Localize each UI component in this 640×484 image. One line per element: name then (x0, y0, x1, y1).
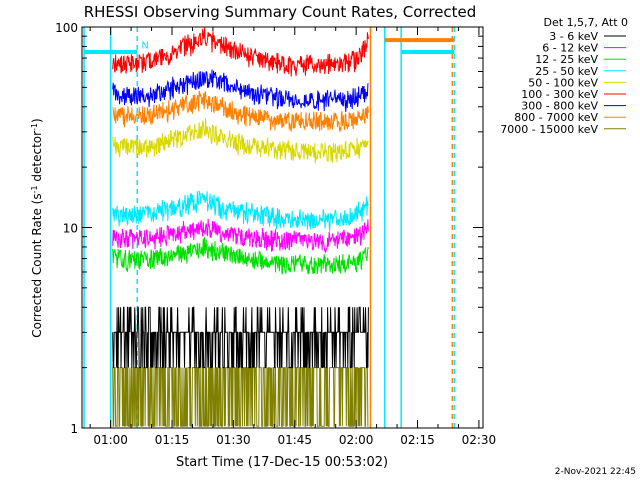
x-tick-label: 02:30 (462, 433, 497, 447)
legend-label: 25 - 50 keV (535, 65, 598, 78)
legend-header: Det 1,5,7, Att 0 (544, 16, 628, 29)
y-tick-label: 100 (55, 21, 78, 35)
chart-title: RHESSI Observing Summary Count Rates, Co… (84, 3, 477, 21)
y-axis-label: Corrected Count Rate (s-1 detector-1) (30, 118, 45, 337)
series-line (112, 367, 369, 427)
legend-label: 12 - 25 keV (535, 53, 598, 66)
x-tick-label: 01:45 (277, 433, 312, 447)
legend-label: 800 - 7000 keV (514, 111, 598, 124)
series-line (112, 218, 369, 254)
x-tick-label: 01:30 (216, 433, 251, 447)
series-line (112, 306, 369, 369)
x-tick-label: 02:00 (339, 433, 374, 447)
x-tick-label: 01:15 (155, 433, 190, 447)
x-axis: 01:00 01:15 01:30 01:45 02:00 02:15 02:30 (89, 27, 497, 447)
series-line (112, 69, 369, 112)
legend-label: 7000 - 15000 keV (500, 123, 598, 136)
series-line (112, 237, 369, 275)
legend-label: 3 - 6 keV (549, 30, 598, 43)
x-axis-label: Start Time (17-Dec-15 00:53:02) (176, 455, 388, 470)
x-tick-label: 01:00 (93, 433, 128, 447)
legend-label: 6 - 12 keV (542, 42, 598, 55)
y-tick-label: 10 (63, 222, 78, 236)
timestamp: 2-Nov-2021 22:45 (555, 467, 636, 477)
series-line (112, 27, 369, 77)
legend-label: 300 - 800 keV (521, 100, 598, 113)
series-line (112, 90, 369, 132)
flag-label: N (141, 41, 148, 52)
legend-label: 50 - 100 keV (528, 76, 598, 89)
legend-label: 100 - 300 keV (521, 88, 598, 101)
series-line (112, 118, 369, 164)
series-line (112, 190, 369, 232)
y-axis: 1 10 100 (55, 21, 483, 436)
plot-area: N (83, 27, 456, 428)
x-tick-label: 02:15 (400, 433, 435, 447)
y-tick-label: 1 (70, 422, 78, 436)
